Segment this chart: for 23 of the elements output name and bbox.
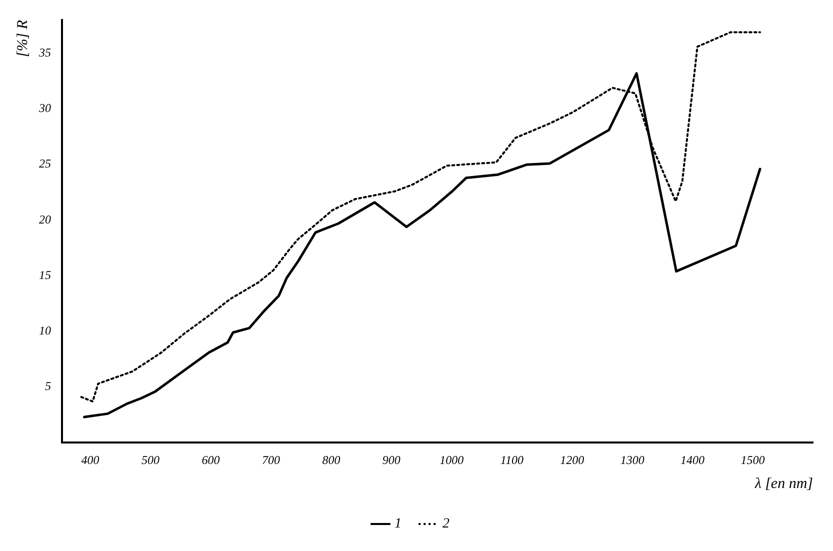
x-tick-label: 1400 xyxy=(680,452,705,467)
x-axis-title: λ [en nm] xyxy=(754,476,814,492)
x-tick-label: 1000 xyxy=(440,452,464,467)
y-tick-label: 20 xyxy=(39,212,51,226)
y-axis-title: [%] R xyxy=(14,20,31,58)
x-tick-label: 1200 xyxy=(560,452,584,467)
y-tick-label: 5 xyxy=(45,379,51,394)
x-tick-label: 1100 xyxy=(500,452,524,467)
x-tick-label: 900 xyxy=(382,452,400,467)
y-tick-label: 10 xyxy=(39,324,51,338)
y-tick-label: 25 xyxy=(39,156,51,171)
legend-label: 1 xyxy=(394,516,402,532)
x-tick-label: 500 xyxy=(142,452,160,467)
x-tick-label: 700 xyxy=(262,452,280,467)
x-tick-label: 600 xyxy=(202,452,220,467)
y-tick-label: 30 xyxy=(38,101,51,116)
x-tick-label: 800 xyxy=(322,452,340,467)
y-tick-label: 15 xyxy=(39,268,51,282)
legend-label: 2 xyxy=(442,516,450,532)
x-tick-label: 400 xyxy=(81,452,100,467)
x-tick-label: 1300 xyxy=(620,452,644,467)
x-tick-label: 1500 xyxy=(740,452,765,467)
y-tick-label: 35 xyxy=(38,46,51,60)
